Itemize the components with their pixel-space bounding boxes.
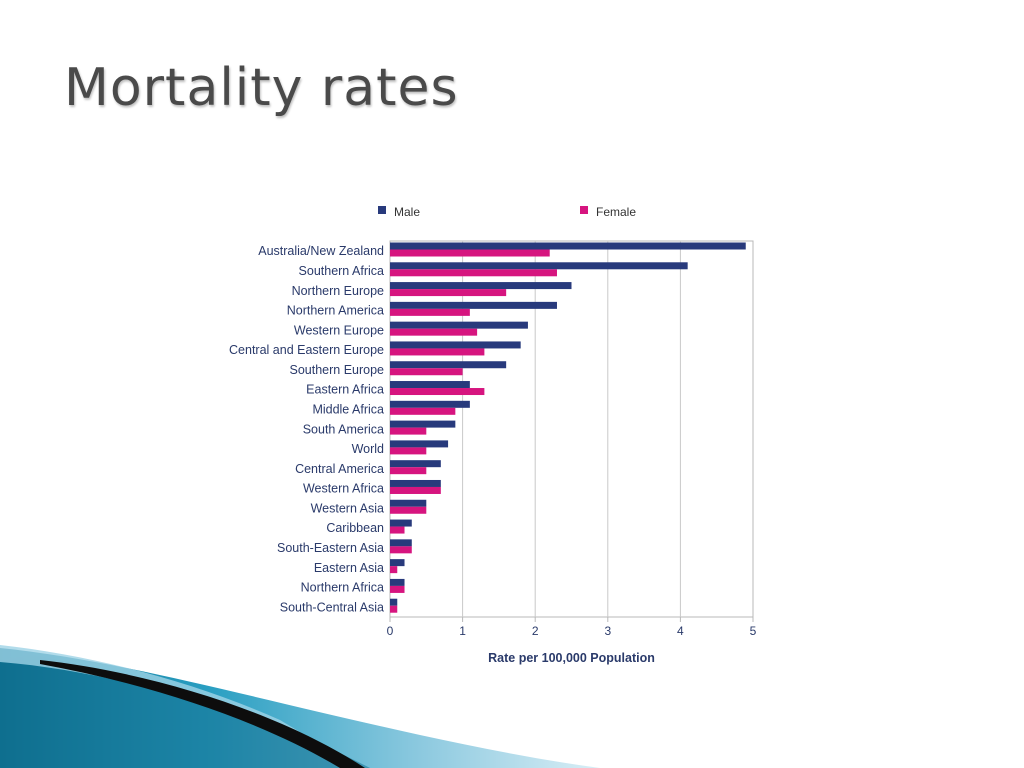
male-bar [390,301,557,309]
male-bar [390,381,470,389]
female-bar [390,328,478,336]
category-label: Caribbean [326,521,384,535]
category-label: South-Eastern Asia [277,541,384,555]
x-tick-label: 4 [677,624,684,638]
x-tick-label: 3 [604,624,611,638]
female-bar [390,407,456,415]
female-bar [390,427,427,435]
slide-title: Mortality rates [64,58,459,118]
male-bar [390,321,528,329]
male-bar [390,361,507,369]
category-label: Southern Europe [289,363,384,377]
male-bar [390,420,456,428]
category-label: South America [303,422,384,436]
female-bar [390,467,427,475]
female-bar [390,566,398,574]
category-label: Middle Africa [312,403,384,417]
male-bar [390,460,441,468]
category-label: Western Africa [303,482,384,496]
male-bar [390,341,521,349]
female-bar [390,486,441,494]
female-bar [390,289,507,297]
x-tick-label: 0 [387,624,394,638]
legend-label-male: Male [394,205,420,219]
female-bar [390,447,427,455]
legend-swatch-female [580,206,588,214]
male-bar [390,440,449,448]
female-bar [390,546,412,554]
female-bar [390,388,485,396]
category-label: World [352,442,384,456]
female-bar [390,348,485,356]
category-label: Northern America [287,304,384,318]
category-label: Northern Europe [292,284,384,298]
male-bar [390,559,405,567]
male-bar [390,282,572,290]
category-label: Western Asia [311,501,384,515]
category-label: South-Central Asia [280,600,384,614]
female-bar [390,368,463,376]
male-bar [390,499,427,507]
female-bar [390,308,470,316]
legend-swatch-male [378,206,386,214]
female-bar [390,506,427,514]
male-bar [390,400,470,408]
category-label: Eastern Africa [306,383,384,397]
x-axis-title: Rate per 100,000 Population [488,651,655,665]
category-label: Eastern Asia [314,561,384,575]
x-tick-label: 1 [459,624,466,638]
category-label: Northern Africa [301,581,384,595]
category-label: Western Europe [294,323,384,337]
female-bar [390,585,405,593]
category-label: Central America [295,462,384,476]
male-bar [390,578,405,586]
legend-label-female: Female [596,205,636,219]
category-label: Southern Africa [299,264,385,278]
male-bar [390,539,412,547]
male-bar [390,479,441,487]
female-bar [390,269,557,277]
category-label: Central and Eastern Europe [229,343,384,357]
male-bar [390,262,688,270]
male-bar [390,519,412,527]
x-tick-label: 2 [532,624,539,638]
female-bar [390,249,550,257]
female-bar [390,605,398,613]
category-label: Australia/New Zealand [258,244,384,258]
male-bar [390,242,746,250]
x-tick-label: 5 [750,624,757,638]
female-bar [390,526,405,534]
male-bar [390,598,398,606]
